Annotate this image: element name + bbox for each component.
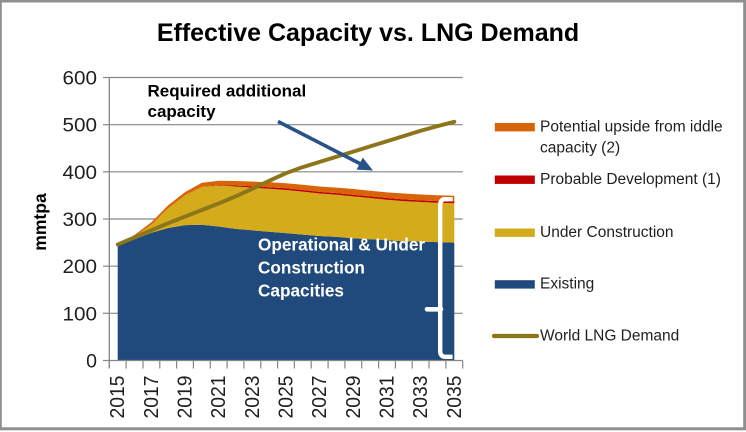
svg-text:2015: 2015 bbox=[107, 376, 129, 419]
svg-text:Probable Development (1): Probable Development (1) bbox=[540, 171, 721, 188]
svg-text:Construction: Construction bbox=[258, 257, 365, 277]
svg-text:capacity (2): capacity (2) bbox=[540, 139, 620, 156]
svg-text:World LNG Demand: World LNG Demand bbox=[540, 327, 679, 344]
svg-text:600: 600 bbox=[63, 68, 98, 90]
svg-text:2021: 2021 bbox=[208, 376, 230, 419]
svg-text:Capacities: Capacities bbox=[258, 281, 344, 301]
svg-text:300: 300 bbox=[63, 209, 98, 231]
svg-text:2017: 2017 bbox=[141, 376, 163, 419]
svg-text:2027: 2027 bbox=[309, 376, 331, 419]
svg-text:2035: 2035 bbox=[444, 376, 466, 419]
svg-text:Required additional: Required additional bbox=[148, 82, 307, 101]
svg-text:Effective Capacity vs. LNG Dem: Effective Capacity vs. LNG Demand bbox=[157, 19, 579, 47]
svg-text:Under Construction: Under Construction bbox=[540, 224, 674, 241]
svg-text:Operational & Under: Operational & Under bbox=[258, 235, 425, 255]
svg-text:200: 200 bbox=[63, 256, 98, 278]
svg-text:2029: 2029 bbox=[343, 376, 365, 419]
svg-text:2019: 2019 bbox=[175, 376, 197, 419]
svg-text:2025: 2025 bbox=[276, 376, 298, 419]
svg-text:500: 500 bbox=[63, 115, 98, 137]
svg-text:Potential upside from iddle: Potential upside from iddle bbox=[540, 119, 723, 136]
svg-text:mmtpa: mmtpa bbox=[30, 193, 50, 251]
svg-text:100: 100 bbox=[63, 303, 98, 325]
svg-text:Existing: Existing bbox=[540, 276, 594, 293]
svg-text:capacity: capacity bbox=[148, 102, 217, 121]
svg-text:2023: 2023 bbox=[242, 376, 264, 419]
svg-text:0: 0 bbox=[86, 351, 97, 373]
svg-text:2031: 2031 bbox=[377, 376, 399, 419]
svg-text:2033: 2033 bbox=[410, 376, 432, 419]
svg-text:400: 400 bbox=[63, 162, 98, 184]
